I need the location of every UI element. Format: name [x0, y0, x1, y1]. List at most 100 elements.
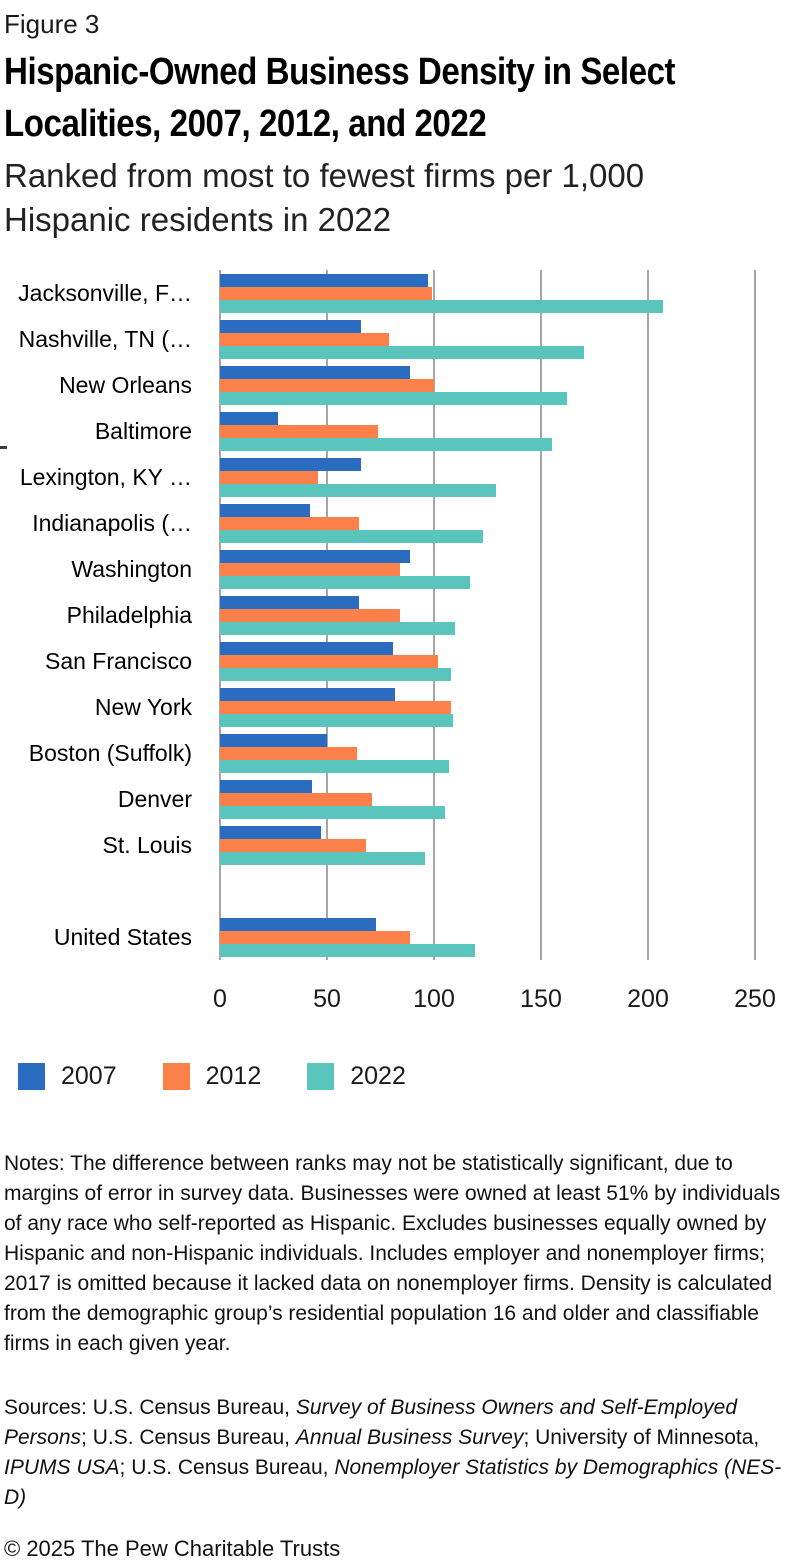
bar-group — [220, 687, 454, 727]
bar-group — [220, 365, 567, 405]
chart-row: San Francisco — [4, 638, 792, 684]
bar-2022 — [220, 943, 475, 957]
bar-group — [220, 503, 484, 543]
row-spacer — [4, 868, 792, 914]
chart-row: New Orleans — [4, 362, 792, 408]
bar-2007 — [220, 503, 310, 517]
source-text: ; U.S. Census Bureau, — [119, 1456, 335, 1479]
category-label: San Francisco — [44, 647, 192, 674]
legend-label: 2007 — [61, 1062, 117, 1090]
bar-2022 — [220, 621, 456, 635]
bar-2012 — [220, 792, 372, 806]
gridline — [647, 270, 649, 960]
chart-rows: Jacksonville, F… Nashville, TN (… New Orle… — [4, 270, 792, 960]
bar-2012 — [220, 930, 411, 944]
chart-row: Denver — [4, 776, 792, 822]
bar-2007 — [220, 549, 411, 563]
bar-2012 — [220, 470, 319, 484]
x-tick-label: 50 — [313, 985, 341, 1013]
notes-text: Notes: The difference between ranks may … — [4, 1152, 781, 1355]
category-label: Indianapolis (… — [32, 509, 192, 536]
bar-2012 — [220, 424, 379, 438]
legend-item-2012: 2012 — [162, 1062, 262, 1091]
legend-label: 2012 — [205, 1062, 262, 1090]
category-label: New York — [94, 693, 192, 720]
legend: 2007 2012 2022 — [18, 1062, 792, 1091]
gridline — [433, 270, 435, 960]
bar-group — [220, 319, 584, 359]
x-tick-label: 100 — [413, 985, 455, 1013]
bar-group — [220, 825, 426, 865]
chart-row: St. Louis — [4, 822, 792, 868]
chart-subtitle: Ranked from most to fewest firms per 1,0… — [4, 154, 792, 242]
bar-2007 — [220, 779, 313, 793]
chart-subtitle-line-1: Ranked from most to fewest firms per 1,0… — [4, 157, 645, 194]
chart-row: Boston (Suffolk) — [4, 730, 792, 776]
bar-2007 — [220, 457, 362, 471]
legend-swatch — [307, 1063, 335, 1090]
bar-2022 — [220, 713, 454, 727]
bar-2007 — [220, 687, 396, 701]
bar-2022 — [220, 437, 552, 451]
bar-2007 — [220, 365, 411, 379]
legend-item-2007: 2007 — [18, 1062, 117, 1091]
chart-row: Indianapolis (… — [4, 500, 792, 546]
chart-row: Lexington, KY … — [4, 454, 792, 500]
category-label: Lexington, KY … — [19, 463, 192, 490]
bar-2007 — [220, 917, 377, 931]
bar-group — [220, 733, 449, 773]
sources-text: Sources: U.S. Census Bureau, Survey of B… — [4, 1393, 790, 1513]
category-label: Washington — [71, 555, 192, 582]
category-label: Jacksonville, F… — [18, 279, 192, 306]
bar-2022 — [220, 299, 663, 313]
source-title: IPUMS USA — [4, 1456, 120, 1479]
bar-2022 — [220, 345, 584, 359]
category-label: Baltimore — [94, 417, 192, 444]
category-label: New Orleans — [59, 371, 192, 398]
chart-row: United States — [4, 914, 792, 960]
category-label: United States — [53, 923, 192, 950]
bar-2012 — [220, 608, 400, 622]
copyright-text: © 2025 The Pew Charitable Trusts — [4, 1536, 341, 1561]
chart-title: Hispanic-Owned Business Density in Selec… — [4, 46, 690, 150]
source-title: Annual Business Survey — [295, 1426, 524, 1449]
bar-group — [220, 641, 452, 681]
bar-2012 — [220, 700, 452, 714]
legend-swatch — [162, 1063, 190, 1090]
chart-row: Philadelphia — [4, 592, 792, 638]
bar-group — [220, 595, 456, 635]
bar-2007 — [220, 733, 327, 747]
bar-chart: Jacksonville, F… Nashville, TN (… New Orle… — [0, 270, 792, 960]
bar-group — [220, 549, 471, 589]
bar-2022 — [220, 483, 497, 497]
bar-2022 — [220, 667, 452, 681]
chart-title-line-2: Localities, 2007, 2012, and 2022 — [4, 103, 487, 145]
bar-2022 — [220, 759, 449, 773]
x-tick-label: 0 — [213, 985, 227, 1013]
chart-subtitle-line-2: Hispanic residents in 2022 — [4, 201, 392, 238]
bar-2022 — [220, 391, 567, 405]
bar-2022 — [220, 851, 426, 865]
bar-2012 — [220, 378, 434, 392]
bar-2012 — [220, 838, 366, 852]
bar-2012 — [220, 286, 432, 300]
legend-label: 2022 — [350, 1062, 406, 1090]
bar-2007 — [220, 319, 362, 333]
source-text: ; University of Minnesota, — [523, 1426, 760, 1449]
clipped-axis-title-mark — [0, 446, 7, 449]
bar-2007 — [220, 273, 428, 287]
chart-row: New York — [4, 684, 792, 730]
bar-2007 — [220, 595, 360, 609]
source-text: ; U.S. Census Bureau, — [81, 1426, 296, 1449]
category-label: Philadelphia — [66, 601, 192, 628]
source-title: Survey of Business Owners and Self-Emplo… — [4, 1396, 738, 1449]
bar-2012 — [220, 332, 390, 346]
bar-group — [220, 411, 552, 451]
bar-2007 — [220, 641, 394, 655]
source-text: Sources: U.S. Census Bureau, — [4, 1396, 296, 1419]
chart-title-line-1: Hispanic-Owned Business Density in Selec… — [4, 51, 676, 93]
chart-row: Washington — [4, 546, 792, 592]
chart-row: Jacksonville, F… — [4, 270, 792, 316]
source-title: Nonemployer Statistics by Demographics (… — [4, 1456, 782, 1509]
figure-label: Figure 3 — [4, 9, 100, 39]
